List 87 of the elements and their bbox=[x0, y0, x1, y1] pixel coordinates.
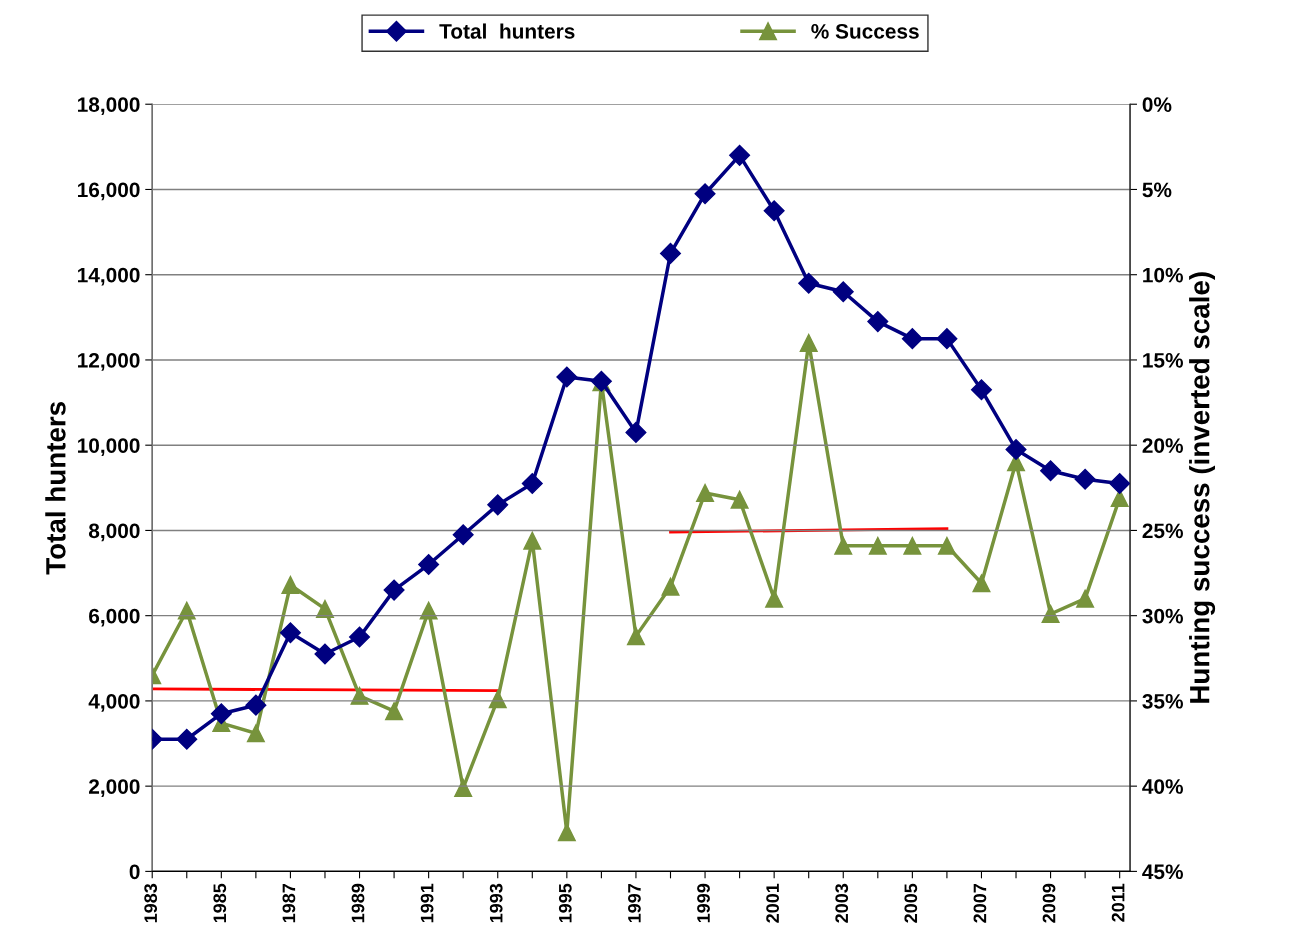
legend-label: % Success bbox=[811, 24, 919, 39]
point bbox=[867, 311, 889, 333]
point bbox=[383, 579, 405, 601]
x-tick-label: 1987 bbox=[282, 883, 296, 923]
point bbox=[868, 536, 887, 555]
point bbox=[659, 242, 682, 264]
x-tick-label: 1989 bbox=[351, 883, 365, 923]
x-tick-label: 1999 bbox=[697, 883, 710, 923]
point bbox=[418, 554, 440, 576]
point bbox=[177, 601, 196, 620]
y2-tick-label: 35% bbox=[1142, 693, 1183, 709]
point bbox=[1109, 473, 1131, 495]
point bbox=[694, 183, 716, 205]
y-tick-label: 10,000 bbox=[78, 438, 140, 456]
y2-axis-title: Hunting success (inverted scale) bbox=[1189, 272, 1216, 703]
legend-label: Total hunters bbox=[439, 23, 575, 39]
x-tick-label: 1983 bbox=[144, 883, 158, 923]
point bbox=[799, 333, 818, 352]
point bbox=[1040, 460, 1062, 482]
y2-tick-label: 10% bbox=[1143, 267, 1183, 283]
y2-tick-label: 15% bbox=[1143, 353, 1183, 368]
point bbox=[245, 694, 267, 716]
x-tick-label: 2005 bbox=[904, 883, 918, 923]
point bbox=[419, 601, 438, 620]
point bbox=[314, 643, 336, 665]
point bbox=[729, 144, 751, 166]
x-tick-label: 1991 bbox=[420, 883, 434, 923]
x-tick-label: 2007 bbox=[973, 883, 987, 923]
point bbox=[625, 421, 647, 443]
x-tick-label: 2011 bbox=[1111, 883, 1125, 922]
point bbox=[279, 622, 301, 644]
point bbox=[246, 724, 265, 743]
point bbox=[798, 272, 820, 294]
y2-tick-label: 40% bbox=[1142, 779, 1183, 794]
point bbox=[937, 536, 956, 555]
x-tick-label: 2001 bbox=[766, 883, 779, 923]
point bbox=[523, 531, 542, 550]
point bbox=[1005, 438, 1027, 460]
x-tick-label: 1985 bbox=[213, 883, 227, 923]
y2-tick-label: 5% bbox=[1142, 182, 1172, 198]
y2-tick-label: 30% bbox=[1142, 608, 1183, 624]
x-tick-label: 1993 bbox=[489, 883, 503, 923]
y-tick-label: 4,000 bbox=[88, 693, 140, 712]
point bbox=[452, 524, 474, 546]
point bbox=[626, 627, 645, 646]
point bbox=[385, 702, 404, 721]
point bbox=[281, 575, 300, 595]
point bbox=[901, 328, 923, 350]
y-tick-label: 8,000 bbox=[88, 523, 140, 542]
point bbox=[903, 536, 922, 555]
x-tick-label: 1995 bbox=[558, 883, 572, 923]
y-tick-label: 18,000 bbox=[78, 97, 140, 115]
y2-tick-label: 45% bbox=[1142, 864, 1183, 880]
point bbox=[763, 200, 785, 222]
point bbox=[210, 703, 232, 725]
point bbox=[1041, 604, 1060, 623]
point bbox=[730, 490, 749, 509]
point bbox=[454, 778, 473, 797]
point bbox=[834, 536, 853, 555]
y-tick-label: 2,000 bbox=[89, 779, 140, 797]
y-tick-label: 12,000 bbox=[78, 352, 140, 371]
y2-tick-label: 20% bbox=[1142, 438, 1183, 453]
point bbox=[556, 366, 578, 388]
point bbox=[765, 589, 784, 608]
x-tick-label: 1997 bbox=[628, 883, 641, 923]
point bbox=[661, 577, 680, 596]
point bbox=[521, 473, 543, 495]
point bbox=[970, 379, 992, 401]
y-tick-label: 6,000 bbox=[89, 608, 140, 627]
y-tick-label: 0 bbox=[129, 864, 140, 880]
point bbox=[349, 626, 371, 648]
point bbox=[936, 328, 958, 350]
point bbox=[1076, 589, 1095, 608]
point bbox=[487, 494, 509, 516]
point bbox=[176, 728, 198, 750]
point bbox=[972, 574, 991, 593]
point bbox=[1074, 468, 1096, 490]
x-tick-label: 2003 bbox=[835, 883, 849, 923]
y2-tick-label: 0% bbox=[1142, 97, 1172, 112]
point bbox=[696, 483, 715, 502]
point bbox=[832, 281, 854, 303]
y-tick-label: 14,000 bbox=[78, 267, 140, 286]
y-tick-label: 16,000 bbox=[78, 182, 140, 201]
x-tick-label: 2009 bbox=[1042, 883, 1056, 923]
y-axis-title: Total hunters bbox=[45, 402, 66, 575]
point bbox=[315, 599, 335, 618]
y2-tick-label: 25% bbox=[1142, 523, 1183, 539]
